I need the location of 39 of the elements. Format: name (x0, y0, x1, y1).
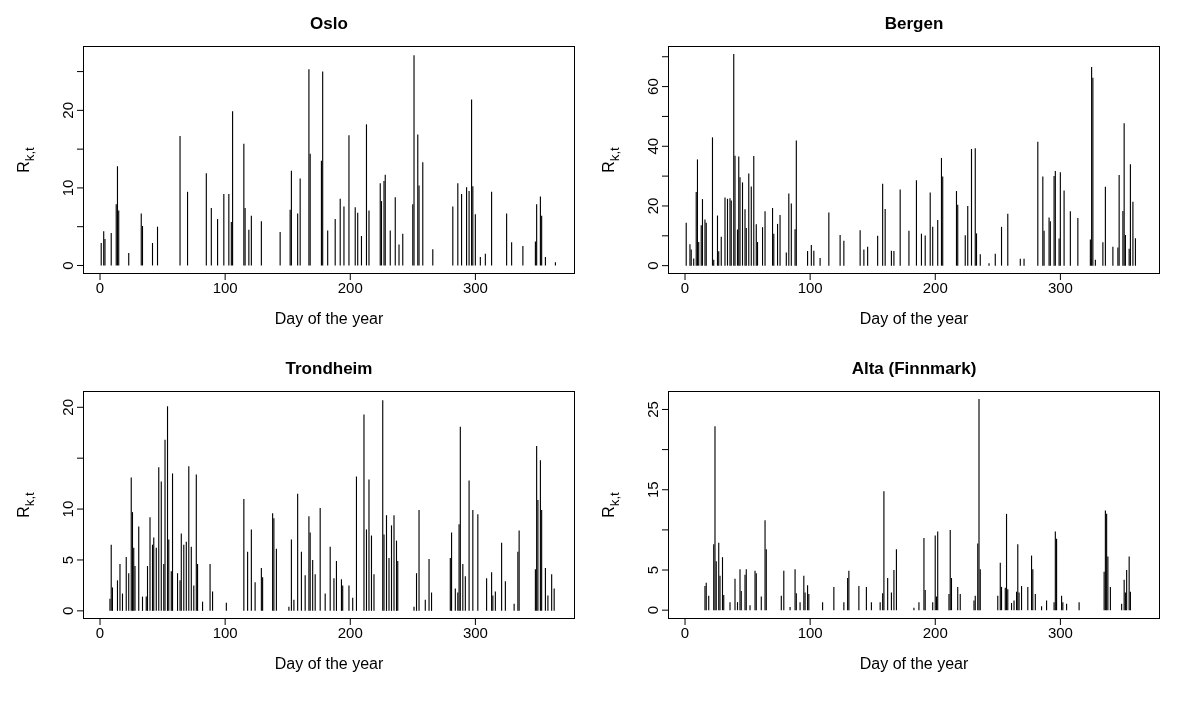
y-tick-label: 40 (644, 137, 661, 155)
y-tick-label: 25 (644, 401, 661, 418)
x-tick-label: 300 (462, 623, 488, 641)
y-tick-label: 20 (59, 102, 76, 119)
x-axis-title: Day of the year (273, 655, 385, 673)
chart-title: Trondheim (284, 359, 374, 379)
y-tick-label: 20 (59, 398, 76, 416)
x-tick-label: 300 (1047, 278, 1073, 296)
x-tick-label: 200 (922, 623, 948, 641)
x-tick-label: 300 (1047, 623, 1073, 641)
y-tick-label: 0 (644, 261, 661, 270)
y-tick-label: 10 (59, 179, 76, 197)
y-tick-label: 20 (644, 197, 661, 215)
x-axis-title: Day of the year (273, 310, 385, 328)
x-tick-label: 0 (95, 623, 105, 641)
x-tick-label: 0 (680, 623, 690, 641)
x-tick-label: 0 (95, 278, 105, 296)
x-axis-title: Day of the year (858, 655, 970, 673)
x-tick-label: 200 (337, 623, 363, 641)
y-tick-label: 15 (644, 481, 661, 499)
chart-title: Alta (Finnmark) (850, 359, 978, 379)
y-tick-label: 0 (644, 606, 661, 615)
x-tick-label: 0 (680, 278, 690, 296)
chart-title: Oslo (309, 14, 349, 34)
x-tick-label: 200 (337, 278, 363, 296)
y-tick-label: 0 (59, 261, 76, 270)
x-tick-label: 100 (212, 623, 238, 641)
y-tick-label: 10 (59, 500, 76, 518)
y-tick-label: 5 (59, 555, 76, 565)
x-tick-label: 100 (212, 278, 238, 296)
x-tick-label: 300 (462, 278, 488, 296)
x-axis-title: Day of the year (858, 310, 970, 328)
x-tick-label: 200 (922, 278, 948, 296)
chart-title: Bergen (883, 14, 945, 34)
x-tick-label: 100 (797, 623, 823, 641)
y-tick-label: 0 (59, 606, 76, 616)
y-tick-label: 60 (644, 78, 661, 95)
x-tick-label: 100 (797, 278, 823, 296)
y-tick-label: 5 (644, 565, 661, 575)
